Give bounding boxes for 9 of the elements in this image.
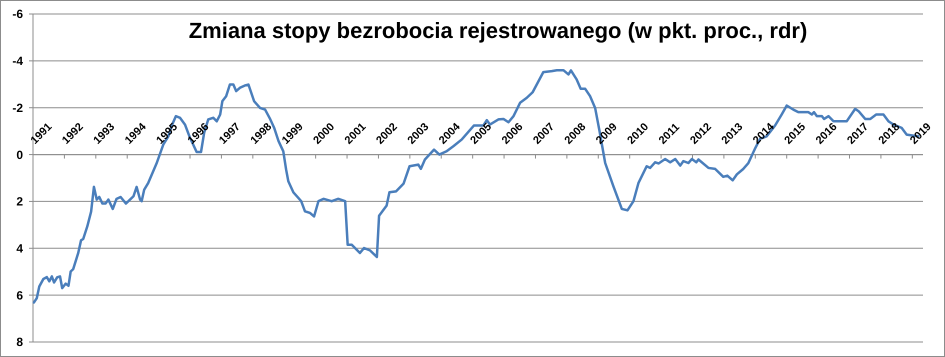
y-tick-label: -6 (12, 7, 24, 22)
y-tick-label: 6 (16, 288, 24, 302)
y-tick-label: 8 (16, 335, 24, 350)
y-tick-label: -4 (12, 54, 24, 68)
y-tick-label: -2 (12, 100, 24, 115)
y-tick-label: 4 (16, 241, 24, 256)
chart-title: Zmiana stopy bezrobocia rejestrowanego (w pkt. proc., rdr) (188, 18, 808, 43)
y-tick-label: 0 (16, 148, 24, 162)
y-tick-label: 2 (16, 194, 24, 209)
